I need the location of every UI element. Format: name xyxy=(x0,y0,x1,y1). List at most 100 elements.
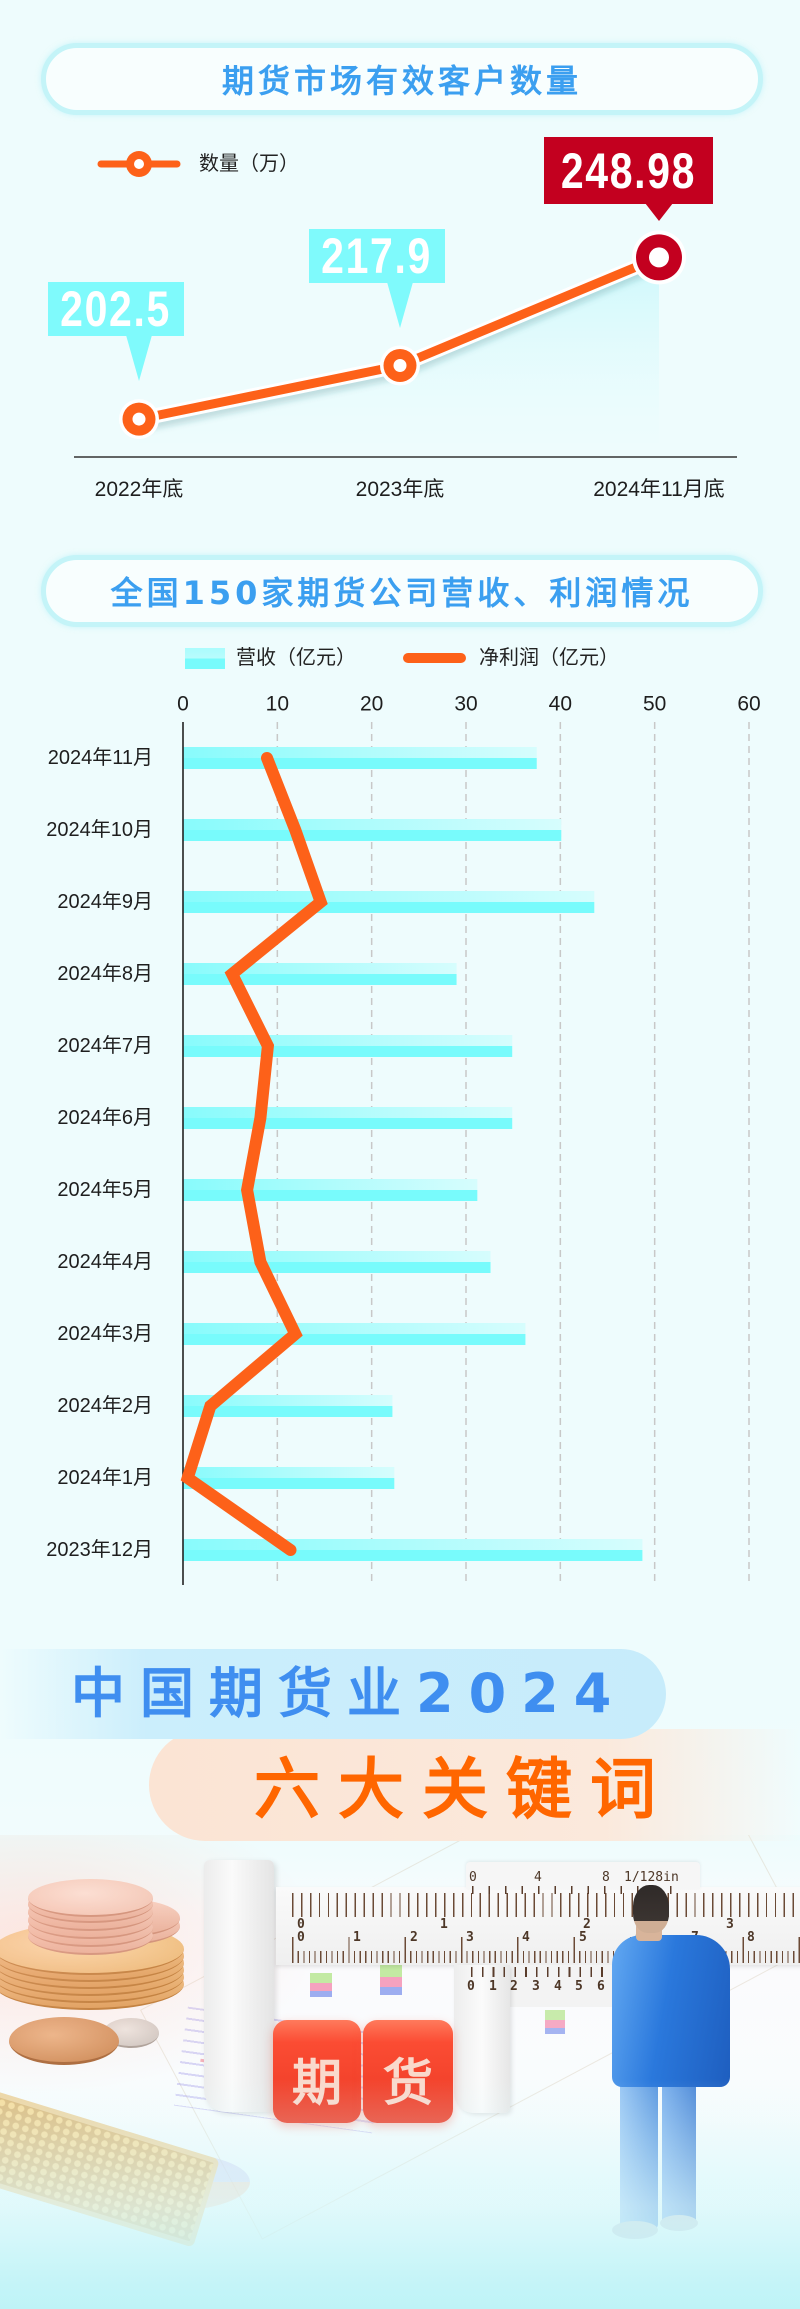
cm-label: 4 xyxy=(522,1930,530,1945)
legend-swatch-revenue xyxy=(185,648,225,669)
marker-center xyxy=(393,359,407,373)
vernier-bottom-label: 6 xyxy=(597,1979,605,1994)
revenue-bar xyxy=(183,1334,526,1345)
revenue-bar xyxy=(183,830,562,841)
revenue-bar-highlight xyxy=(183,1323,526,1334)
photo-bottom-fade xyxy=(0,2079,800,2309)
data-point-marker xyxy=(119,399,159,440)
row-label: 2024年8月 xyxy=(57,962,153,985)
revenue-bar xyxy=(183,758,537,769)
vernier-top-label: 0 xyxy=(469,1870,477,1885)
chart-row: 2024年11月 xyxy=(48,746,537,769)
revenue-bar-highlight xyxy=(183,1467,395,1478)
banner-line1: 中国期货业2024 xyxy=(71,1662,627,1725)
x-tick-label: 50 xyxy=(643,693,666,716)
revenue-profit-title-pill: 全国150家期货公司营收、利润情况 xyxy=(41,555,763,627)
chart-row: 2024年7月 xyxy=(57,1034,513,1057)
vernier-bottom-label: 3 xyxy=(532,1979,540,1994)
legend-label-profit: 净利润（亿元） xyxy=(479,647,619,669)
copper-coin xyxy=(9,2017,119,2065)
row-label: 2024年4月 xyxy=(57,1250,153,1273)
cm-label: 5 xyxy=(579,1930,587,1945)
revenue-profit-title: 全国150家期货公司营收、利润情况 xyxy=(110,574,694,612)
paper-mini-chart xyxy=(300,1953,450,2008)
banner-china-futures-2024: 中国期货业2024 xyxy=(0,1649,666,1739)
paper-mini-chart-right xyxy=(540,2005,620,2045)
value-label-pointer xyxy=(645,203,673,221)
mini-bar xyxy=(380,1987,402,1995)
revenue-profit-chart: 0 10 20 30 40 50 60 2024年11月 2024年10月 2024年9月 2024… xyxy=(46,693,761,1585)
value-label-text: 202.5 xyxy=(60,281,172,337)
revenue-bar xyxy=(183,1190,478,1201)
row-label: 2024年10月 xyxy=(46,818,153,841)
inch-label: 1 xyxy=(440,1917,448,1932)
pink-coin-top xyxy=(28,1879,153,1917)
row-label: 2024年7月 xyxy=(57,1034,153,1057)
vernier-bottom-label: 1 xyxy=(489,1979,497,1994)
revenue-bar xyxy=(183,974,457,985)
figurine-head xyxy=(633,1885,669,1933)
x-label-2024-nov: 2024年11月底 xyxy=(593,478,725,501)
x-tick-label: 10 xyxy=(266,693,289,716)
revenue-bar-highlight xyxy=(183,1251,491,1262)
plot-area xyxy=(119,230,686,443)
mini-bar xyxy=(380,1965,402,1977)
legend-label-revenue: 营收（亿元） xyxy=(236,647,356,669)
value-label-text: 217.9 xyxy=(321,228,433,284)
vernier-bottom-label: 5 xyxy=(575,1979,583,1994)
x-tick-label: 40 xyxy=(549,693,572,716)
legend-label-quantity: 数量（万） xyxy=(199,153,299,175)
inch-label: 2 xyxy=(583,1917,591,1932)
mini-bar xyxy=(310,1983,332,1991)
chart-row: 2024年10月 xyxy=(46,818,562,841)
vernier-top-label: 8 xyxy=(602,1870,610,1885)
data-point-marker xyxy=(380,345,420,386)
row-label: 2023年12月 xyxy=(46,1538,153,1561)
revenue-bar-highlight xyxy=(183,1107,513,1118)
vernier-top-ticks xyxy=(472,1886,672,1894)
value-label-2023: 217.9 xyxy=(309,229,445,283)
revenue-bar-highlight xyxy=(183,1539,643,1550)
row-label: 2024年5月 xyxy=(57,1178,153,1201)
net-profit-line xyxy=(180,752,328,1556)
x-label-2022: 2022年底 xyxy=(94,478,184,501)
mini-bar xyxy=(310,1991,332,1997)
row-label: 2024年1月 xyxy=(57,1466,153,1489)
vernier-bottom-label: 2 xyxy=(510,1979,518,1994)
figurine-jacket xyxy=(612,1935,730,2087)
chart-row: 2024年6月 xyxy=(57,1106,513,1129)
chart-row: 2024年4月 xyxy=(57,1250,491,1273)
vernier-top-label: 4 xyxy=(534,1870,542,1885)
x-tick-label: 60 xyxy=(737,693,760,716)
vernier-bottom-label: 0 xyxy=(467,1979,475,1994)
revenue-bar xyxy=(183,1406,393,1417)
inch-label: 0 xyxy=(297,1917,305,1932)
data-point-marker xyxy=(632,230,686,285)
revenue-bar-highlight xyxy=(183,891,595,902)
vernier-top-label: 1/128in xyxy=(624,1870,679,1885)
row-label: 2024年6月 xyxy=(57,1106,153,1129)
customer-count-title: 期货市场有效客户数量 xyxy=(221,62,582,100)
cm-label: 8 xyxy=(747,1930,755,1945)
chart-row: 2024年3月 xyxy=(57,1322,526,1345)
value-label-text: 248.98 xyxy=(560,142,697,199)
revenue-bar-highlight xyxy=(183,963,457,974)
revenue-bar xyxy=(183,1046,513,1057)
inch-label: 3 xyxy=(726,1917,734,1932)
inch-scale-ticks xyxy=(292,1893,800,1917)
revenue-bar-highlight xyxy=(183,819,562,830)
vernier-bottom-label: 4 xyxy=(554,1979,562,1994)
cm-label: 3 xyxy=(466,1930,474,1945)
chart-row: 2024年5月 xyxy=(57,1178,478,1201)
mini-bar xyxy=(545,2010,565,2020)
chart-row: 2024年8月 xyxy=(57,962,457,985)
marker-center xyxy=(649,247,669,268)
x-tick-label: 20 xyxy=(360,693,383,716)
revenue-bar xyxy=(183,1550,643,1561)
row-label: 2024年3月 xyxy=(57,1322,153,1345)
caliper-slider-top xyxy=(466,1862,700,1889)
legend-swatch-profit xyxy=(403,653,466,663)
value-label-2022: 202.5 xyxy=(48,282,184,336)
mini-bar xyxy=(545,2020,565,2028)
x-tick-label: 30 xyxy=(454,693,477,716)
